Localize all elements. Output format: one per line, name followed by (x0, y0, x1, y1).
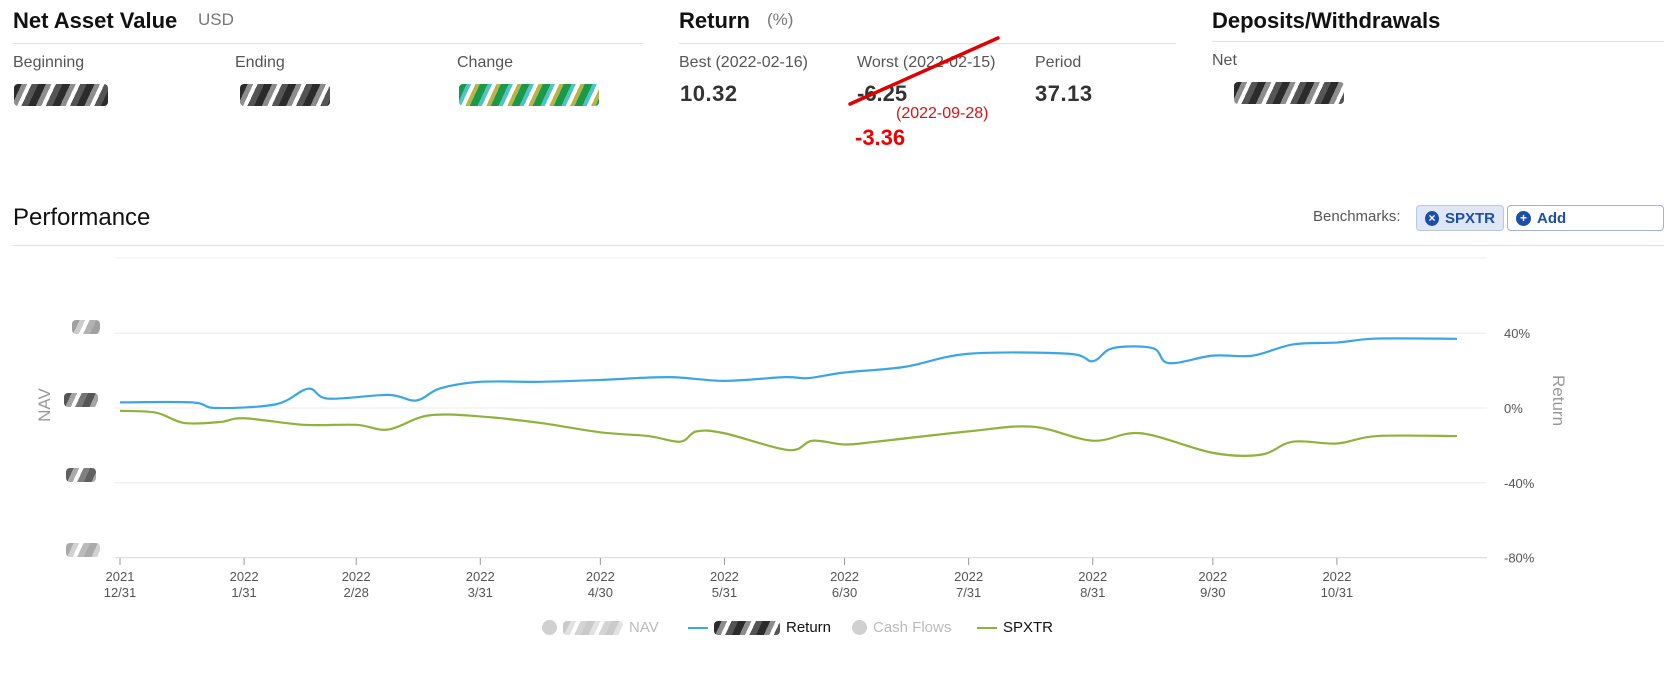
deposits-divider (1212, 41, 1664, 42)
performance-divider (13, 245, 1664, 246)
series-line-return (119, 337, 1458, 410)
nav-ending-redacted (240, 84, 330, 106)
nav-change-redacted (459, 84, 599, 106)
deposits-title: Deposits/Withdrawals (1212, 8, 1441, 33)
nav-title: Net Asset Value (13, 8, 178, 33)
x-tick-date: 9/30 (1200, 585, 1225, 600)
benchmark-chip-spxtr[interactable]: × SPXTR (1416, 205, 1504, 231)
nav-tick-redacted-1 (72, 320, 100, 334)
legend-return-label: Return (786, 619, 832, 636)
worst-correction-value: -3.36 (855, 125, 906, 150)
nav-ending-label: Ending (235, 54, 285, 71)
nav-change-label: Change (457, 54, 514, 71)
y-tick-label: -80% (1504, 551, 1535, 566)
legend-cashflows-label: Cash Flows (873, 619, 952, 636)
x-tick-year: 2021 (106, 569, 135, 584)
legend-cashflows-dot (852, 620, 867, 635)
legend-cashflows[interactable]: Cash Flows (852, 619, 951, 636)
x-tick-date: 3/31 (468, 585, 493, 600)
legend-return-swatch (688, 626, 708, 629)
benchmarks-label: Benchmarks: (1313, 208, 1401, 225)
return-divider (679, 43, 1176, 44)
x-tick-date: 4/30 (588, 585, 613, 600)
performance-title: Performance (13, 204, 151, 231)
x-tick-year: 2022 (1198, 569, 1227, 584)
x-tick-year: 2022 (342, 569, 371, 584)
legend-return[interactable]: Return (688, 619, 831, 636)
x-tick-year: 2022 (710, 569, 739, 584)
add-benchmark-button[interactable]: + Add (1507, 205, 1664, 231)
y-tick-label: -40% (1504, 476, 1535, 491)
nav-tick-redacted-4 (66, 543, 100, 557)
legend-nav[interactable]: NAV (542, 619, 659, 636)
nav-beginning-label: Beginning (13, 54, 85, 71)
x-tick-date: 5/31 (712, 585, 737, 600)
benchmark-chip-label: SPXTR (1444, 209, 1495, 227)
x-axis: 202112/3120221/3120222/2820223/3120224/3… (104, 558, 1353, 600)
x-tick-year: 2022 (230, 569, 259, 584)
chart-series (119, 337, 1458, 458)
chart-grid (115, 257, 1487, 559)
remove-icon[interactable]: × (1425, 210, 1439, 226)
worst-label: Worst (2022-02-15) (857, 54, 996, 71)
nav-beginning-redacted (14, 84, 108, 106)
x-tick-date: 12/31 (104, 585, 137, 600)
x-tick-date: 8/31 (1080, 585, 1105, 600)
add-benchmark-label: Add (1537, 209, 1567, 227)
x-tick-year: 2022 (954, 569, 983, 584)
worst-value-struck: -6.25 (857, 81, 908, 106)
nav-unit: USD (198, 10, 234, 29)
y-tick-label: 40% (1504, 326, 1530, 341)
x-tick-date: 1/31 (231, 585, 256, 600)
x-tick-date: 10/31 (1321, 585, 1354, 600)
add-icon: + (1516, 210, 1531, 226)
deposits-net-label: Net (1212, 52, 1237, 69)
y-tick-label: 0% (1504, 401, 1523, 416)
strike-annotation (848, 36, 1000, 106)
x-tick-year: 2022 (830, 569, 859, 584)
x-tick-date: 7/31 (956, 585, 981, 600)
x-tick-year: 2022 (586, 569, 615, 584)
worst-correction-date: (2022-09-28) (896, 105, 989, 122)
legend-return-redacted (714, 620, 780, 635)
series-line-spxtr (119, 409, 1458, 458)
legend-nav-label: NAV (629, 619, 659, 636)
nav-divider (13, 43, 643, 44)
period-value: 37.13 (1035, 81, 1093, 106)
legend-nav-redacted (563, 620, 623, 635)
return-title: Return (679, 8, 750, 33)
legend-spxtr-label: SPXTR (1003, 619, 1054, 636)
legend-nav-dot (542, 620, 557, 635)
x-tick-date: 2/28 (344, 585, 369, 600)
x-tick-year: 2022 (1078, 569, 1107, 584)
nav-tick-redacted-2 (64, 393, 98, 407)
best-label: Best (2022-02-16) (679, 54, 808, 71)
x-tick-year: 2022 (1322, 569, 1351, 584)
right-y-axis: 40% 0% -40% -80% (1504, 326, 1535, 565)
period-label: Period (1035, 54, 1082, 71)
nav-tick-redacted-3 (66, 468, 96, 482)
x-tick-date: 6/30 (832, 585, 857, 600)
legend-spxtr-swatch (977, 626, 997, 629)
return-unit: (%) (767, 10, 794, 29)
deposits-net-redacted (1234, 82, 1344, 104)
x-tick-year: 2022 (466, 569, 495, 584)
best-value: 10.32 (680, 81, 738, 106)
legend-spxtr[interactable]: SPXTR (977, 619, 1053, 636)
